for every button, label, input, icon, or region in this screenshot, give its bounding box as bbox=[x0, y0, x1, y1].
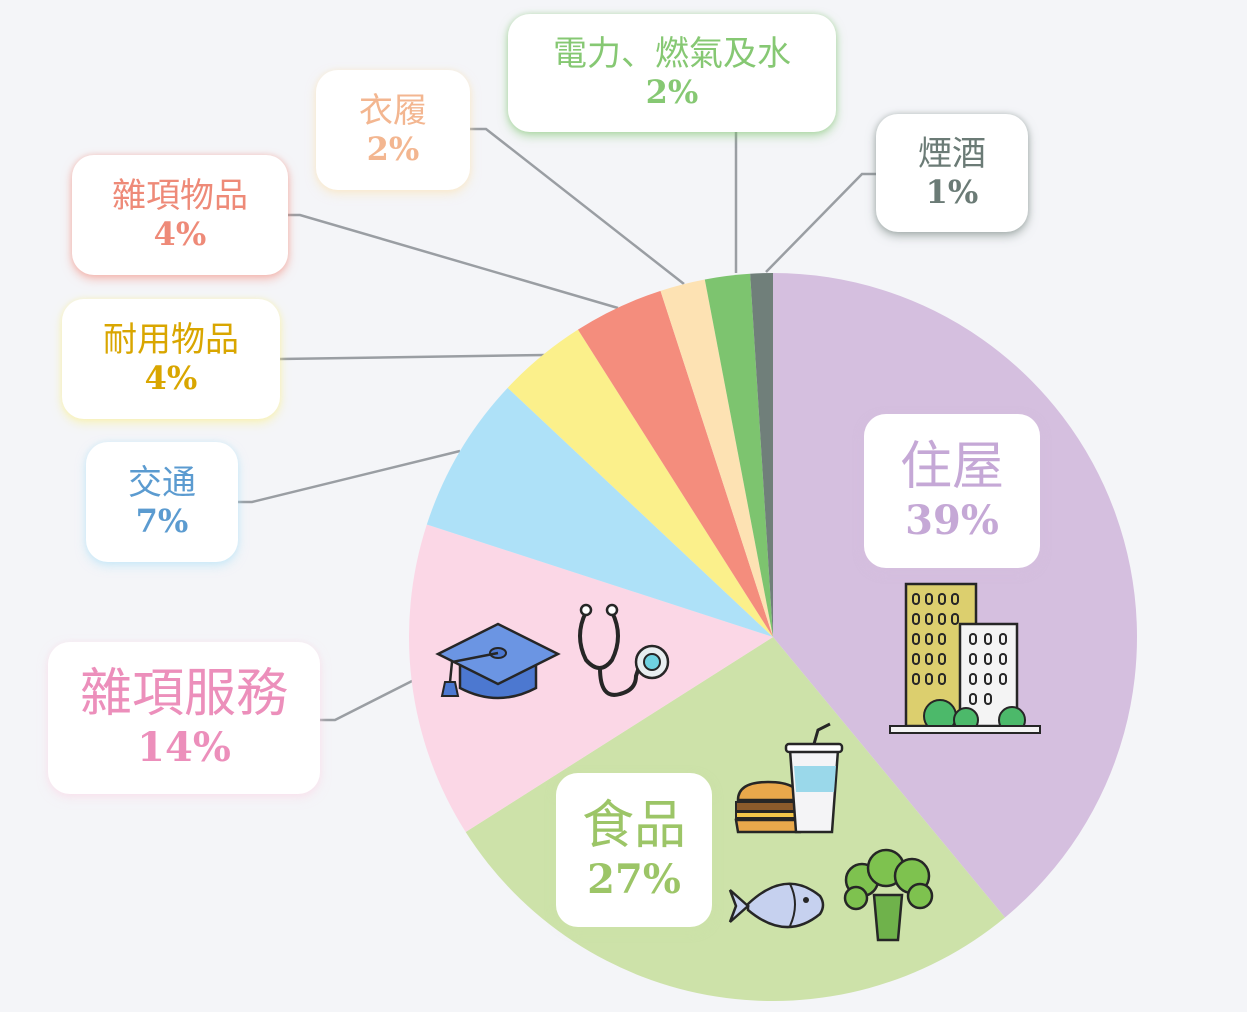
pie-slice bbox=[409, 524, 773, 833]
pie-slice bbox=[750, 273, 773, 637]
burger-and-drink-icon bbox=[734, 722, 844, 834]
slice-label-value: 39% bbox=[905, 496, 999, 544]
leader-line bbox=[470, 127, 685, 285]
pie-slice bbox=[704, 273, 773, 637]
slice-label-box: 雜項物品 4% bbox=[72, 155, 288, 275]
slice-label-box: 煙酒 1% bbox=[876, 114, 1028, 232]
broccoli-icon bbox=[843, 848, 934, 942]
slice-label-value: 27% bbox=[587, 855, 681, 903]
pie-slice bbox=[577, 290, 773, 637]
pie-slice bbox=[660, 279, 773, 637]
slice-label-box: 衣履 2% bbox=[316, 70, 470, 190]
slice-label-name: 交通 bbox=[128, 463, 196, 504]
slice-label-name: 衣履 bbox=[359, 91, 427, 132]
slice-label-value: 2% bbox=[645, 73, 699, 112]
slice-label-box: 雜項服務 14% bbox=[48, 642, 320, 794]
leader-line bbox=[279, 353, 546, 361]
slice-label-name: 食品 bbox=[581, 796, 686, 857]
leader-line bbox=[288, 213, 619, 310]
slice-label-box: 耐用物品 4% bbox=[62, 299, 280, 419]
slice-label-box: 電力、燃氣及水 2% bbox=[508, 14, 836, 132]
slice-label-name: 電力、燃氣及水 bbox=[553, 34, 791, 75]
buildings-icon bbox=[889, 582, 1041, 734]
leader-lines bbox=[238, 127, 876, 722]
graduation-cap-icon bbox=[435, 622, 561, 700]
leader-line bbox=[238, 449, 461, 504]
slice-label-box: 住屋 39% bbox=[864, 414, 1040, 568]
slice-label-value: 4% bbox=[153, 215, 207, 254]
pie-icons bbox=[435, 582, 1041, 942]
slice-label-box: 食品 27% bbox=[556, 773, 712, 927]
stethoscope-icon bbox=[578, 603, 670, 697]
pie-slice bbox=[426, 387, 773, 637]
slice-label-box: 交通 7% bbox=[86, 442, 238, 562]
slice-label-name: 雜項物品 bbox=[112, 176, 248, 217]
slice-label-value: 2% bbox=[366, 130, 420, 169]
slice-label-value: 4% bbox=[144, 359, 198, 398]
leader-line bbox=[765, 172, 876, 273]
slice-label-name: 耐用物品 bbox=[103, 320, 239, 361]
slice-label-name: 煙酒 bbox=[918, 134, 986, 175]
pie-slice bbox=[507, 329, 773, 637]
fish-icon bbox=[728, 882, 825, 929]
slice-label-value: 14% bbox=[137, 723, 231, 771]
slice-label-name: 住屋 bbox=[899, 437, 1004, 498]
slice-label-value: 7% bbox=[135, 502, 189, 541]
slice-label-value: 1% bbox=[925, 173, 979, 212]
slice-label-name: 雜項服務 bbox=[79, 664, 288, 725]
leader-line bbox=[320, 678, 415, 722]
